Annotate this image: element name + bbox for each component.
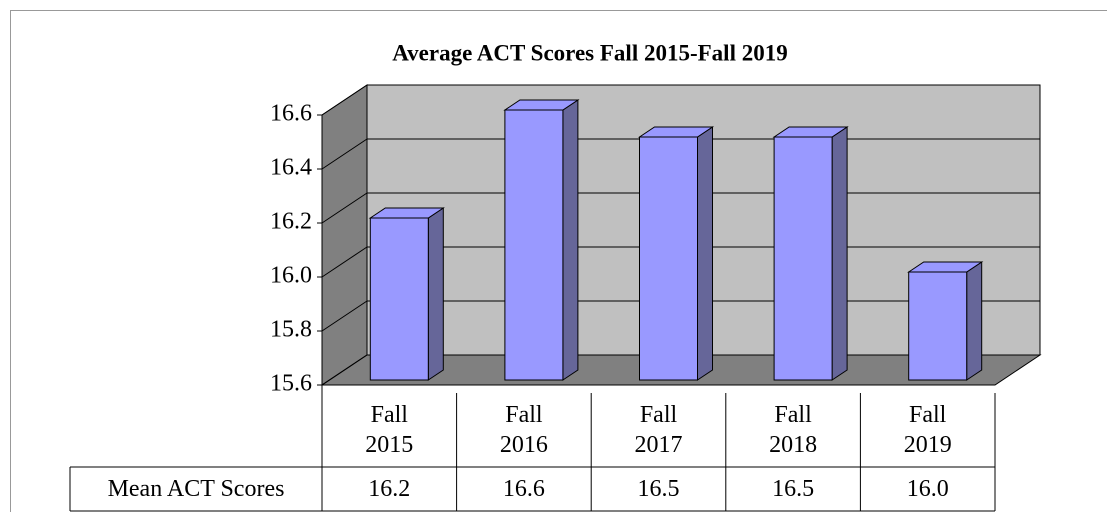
y-tick-label: 16.0 — [270, 263, 312, 289]
grid-line — [321, 84, 368, 116]
bar-side — [697, 126, 713, 381]
y-tick-label: 15.6 — [270, 371, 312, 397]
x-tick-label: Fall 2016 — [499, 402, 548, 458]
chart-title: Average ACT Scores Fall 2015-Fall 2019 — [392, 40, 787, 65]
bar — [504, 109, 564, 381]
frame — [10, 10, 1107, 512]
y-tick-label: 16.4 — [270, 155, 312, 181]
x-tick-label: Fall 2015 — [365, 402, 414, 458]
bar-side — [562, 99, 579, 381]
bar — [369, 217, 429, 381]
grid-line — [321, 354, 368, 386]
grid-line — [321, 192, 368, 224]
grid-line — [321, 300, 368, 332]
x-tick-label: Fall 2019 — [903, 402, 952, 458]
bar-side — [966, 261, 983, 381]
bar — [908, 271, 968, 381]
legend-label: Mean ACT Scores — [107, 476, 285, 502]
bar — [773, 136, 833, 381]
data-label: 16.5 — [772, 476, 815, 502]
y-tick-label: 16.6 — [270, 101, 312, 127]
side-wall — [321, 84, 368, 386]
y-tick-label: 16.2 — [270, 209, 312, 235]
bar-side — [831, 126, 848, 381]
bar-side — [427, 207, 444, 381]
data-label: 16.5 — [637, 476, 680, 502]
grid-line — [321, 138, 368, 170]
x-tick-label: Fall 2017 — [634, 402, 683, 458]
x-tick-label: Fall 2018 — [769, 402, 818, 458]
data-label: 16.6 — [502, 476, 545, 502]
data-label: 16.0 — [906, 476, 949, 502]
bar — [639, 136, 698, 381]
y-tick-label: 15.8 — [270, 317, 312, 343]
data-label: 16.2 — [368, 476, 411, 502]
grid-line — [321, 246, 368, 278]
